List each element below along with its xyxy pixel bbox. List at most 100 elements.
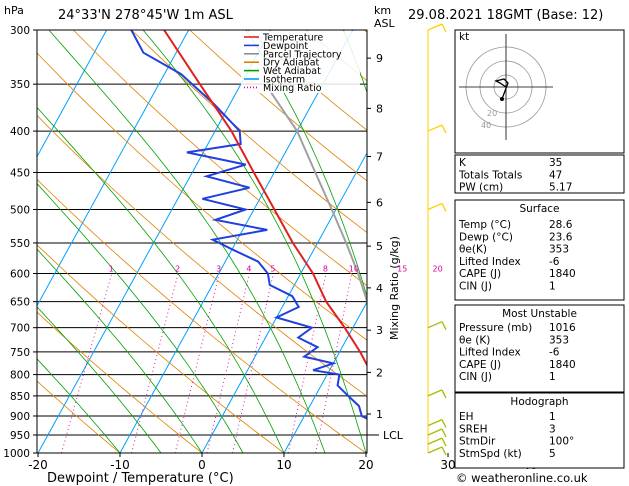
km-tick-label: 6 [376, 196, 383, 209]
surface-value: -6 [549, 256, 560, 268]
mixing-ratio-label: 10 [349, 265, 359, 274]
isotherm-line [283, 301, 367, 453]
wet-adiabat-line [37, 248, 203, 453]
isotherm-line [119, 30, 354, 453]
wind-barb-flag [441, 446, 447, 456]
most-unstable-box [454, 304, 625, 393]
index-value: 47 [549, 169, 562, 181]
hodograph-table-value: 100° [549, 436, 574, 448]
km-tick-label: 1 [376, 408, 383, 421]
most-unstable-value: 353 [549, 334, 569, 346]
pressure-tick-label: 750 [10, 347, 30, 359]
mixing-ratio-label: 15 [397, 265, 407, 274]
most-unstable-value: 1 [549, 371, 556, 383]
surface-label: Temp (°C) [458, 219, 511, 231]
credit: © weatheronline.co.uk [456, 471, 588, 485]
km-tick-label: 4 [376, 282, 383, 295]
wind-barb [427, 124, 443, 132]
sounding-profiles [130, 30, 367, 420]
hodograph-table-value: 1 [549, 411, 556, 423]
dry-adiabat-line [37, 380, 121, 453]
dry-adiabat-line [189, 30, 367, 182]
legend-label: Dewpoint [263, 41, 308, 52]
km-tick-label: 9 [376, 52, 383, 65]
isotherm-line [37, 30, 272, 453]
isotherm-line [37, 30, 108, 158]
parcel-trajectory-line [264, 83, 367, 304]
mixing-ratio-label: 2 [175, 265, 180, 274]
wind-barb-flag [441, 203, 447, 212]
dry-adiabat-line [131, 30, 367, 234]
hodograph-table-box [454, 392, 625, 469]
mixing-ratio-label: 4 [246, 265, 251, 274]
wind-barb-flag [441, 428, 447, 438]
mixing-ratio-line [315, 273, 353, 453]
mixing-ratio-line [131, 273, 179, 453]
legend-label: Isotherm [263, 75, 305, 86]
hodograph-table-label: EH [459, 411, 474, 423]
most-unstable-value: 1016 [549, 322, 576, 334]
wind-barbs [427, 23, 447, 456]
dewpoint-line [130, 30, 367, 420]
hodograph-ring-label: 40 [481, 121, 491, 130]
index-label: PW (cm) [459, 182, 503, 194]
pressure-tick-label: 1000 [3, 448, 30, 460]
surface-value: 1 [549, 281, 556, 293]
legend-box [241, 31, 360, 93]
dry-adiabat-line [37, 244, 285, 453]
index-value: 5.17 [549, 182, 572, 194]
surface-label: Dewp (°C) [459, 231, 513, 243]
surface-value: 28.6 [549, 219, 573, 231]
temperature-tick-label: -10 [110, 458, 130, 472]
most-unstable-label: Pressure (mb) [459, 322, 532, 334]
km-tick-label: 3 [376, 324, 383, 337]
hodograph-storm-motion [500, 97, 504, 101]
hodograph-ring-label: 20 [487, 109, 497, 118]
hodograph-table-label: StmDir [459, 436, 496, 448]
wind-barb [427, 389, 443, 397]
hodograph-table-label: StmSpd (kt) [459, 448, 522, 460]
dry-adiabat-line [37, 311, 203, 453]
location-title: 24°33'N 278°45'W 1m ASL [58, 8, 234, 23]
mixing-ratio-label: 1 [109, 265, 114, 274]
legend-label: Temperature [262, 33, 323, 44]
hpa-unit: hPa [4, 4, 24, 17]
wind-barb-flag [441, 23, 447, 33]
index-value: 35 [549, 157, 562, 169]
km-tick-label: 8 [376, 102, 383, 115]
temperature-tick-label: 0 [198, 458, 206, 472]
temperature-tick-label: -20 [28, 458, 48, 472]
most-unstable-label: θe (K) [459, 334, 490, 346]
surface-value: 1840 [549, 268, 576, 280]
temperature-tick-label: 20 [358, 458, 373, 472]
index-label: Totals Totals [458, 169, 522, 181]
mixing-ratio-label: 5 [270, 265, 275, 274]
most-unstable-title: Most Unstable [502, 308, 577, 320]
dry-adiabat-line [37, 114, 367, 397]
mixing-ratio-line [61, 273, 113, 453]
most-unstable-value: -6 [549, 347, 560, 359]
mixing-ratio-label: 8 [323, 265, 328, 274]
hodograph-table-label: SREH [459, 423, 488, 435]
datetime-title: 29.08.2021 18GMT (Base: 12) [408, 8, 603, 23]
wind-barb [427, 428, 443, 436]
pressure-tick-label: 900 [10, 411, 30, 423]
pressure-tick-label: 450 [10, 167, 30, 179]
wind-barb-flag [441, 124, 447, 134]
hodograph-table-value: 5 [549, 448, 556, 460]
lcl-label: LCL [383, 429, 404, 442]
legend-label: Dry Adiabat [263, 58, 320, 69]
axes: 1234581015202530035040045050055060065070… [3, 25, 537, 472]
dry-adiabat-line [37, 52, 367, 341]
mixing-ratio-line [287, 273, 327, 453]
wet-adiabat-line [37, 306, 162, 453]
wind-barb-flag [441, 437, 447, 447]
most-unstable-value: 1840 [549, 359, 576, 371]
mixing-ratio-line [206, 273, 250, 453]
most-unstable-label: CIN (J) [459, 371, 492, 383]
wet-adiabat-line [48, 30, 326, 453]
most-unstable-label: CAPE (J) [459, 359, 501, 371]
mixing-ratio-label: 20 [433, 265, 443, 274]
